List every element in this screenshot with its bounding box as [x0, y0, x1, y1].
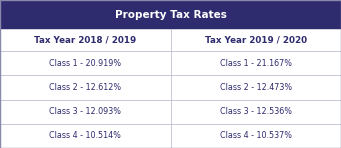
Text: Class 2 - 12.473%: Class 2 - 12.473% — [220, 83, 292, 92]
Text: Property Tax Rates: Property Tax Rates — [115, 10, 226, 20]
Text: Class 2 - 12.612%: Class 2 - 12.612% — [49, 83, 121, 92]
Text: Class 4 - 10.537%: Class 4 - 10.537% — [220, 131, 292, 140]
Text: Tax Year 2019 / 2020: Tax Year 2019 / 2020 — [205, 36, 307, 45]
Text: Class 3 - 12.536%: Class 3 - 12.536% — [220, 107, 292, 116]
FancyBboxPatch shape — [0, 100, 170, 124]
Text: Class 1 - 21.167%: Class 1 - 21.167% — [220, 59, 292, 68]
FancyBboxPatch shape — [170, 75, 341, 100]
FancyBboxPatch shape — [0, 51, 170, 75]
Text: Class 3 - 12.093%: Class 3 - 12.093% — [49, 107, 121, 116]
FancyBboxPatch shape — [0, 0, 341, 29]
FancyBboxPatch shape — [170, 51, 341, 75]
FancyBboxPatch shape — [0, 75, 170, 100]
Text: Tax Year 2018 / 2019: Tax Year 2018 / 2019 — [34, 36, 136, 45]
FancyBboxPatch shape — [170, 124, 341, 148]
Text: Class 1 - 20.919%: Class 1 - 20.919% — [49, 59, 121, 68]
Text: Class 4 - 10.514%: Class 4 - 10.514% — [49, 131, 121, 140]
FancyBboxPatch shape — [0, 29, 170, 51]
FancyBboxPatch shape — [170, 100, 341, 124]
FancyBboxPatch shape — [170, 29, 341, 51]
FancyBboxPatch shape — [0, 124, 170, 148]
